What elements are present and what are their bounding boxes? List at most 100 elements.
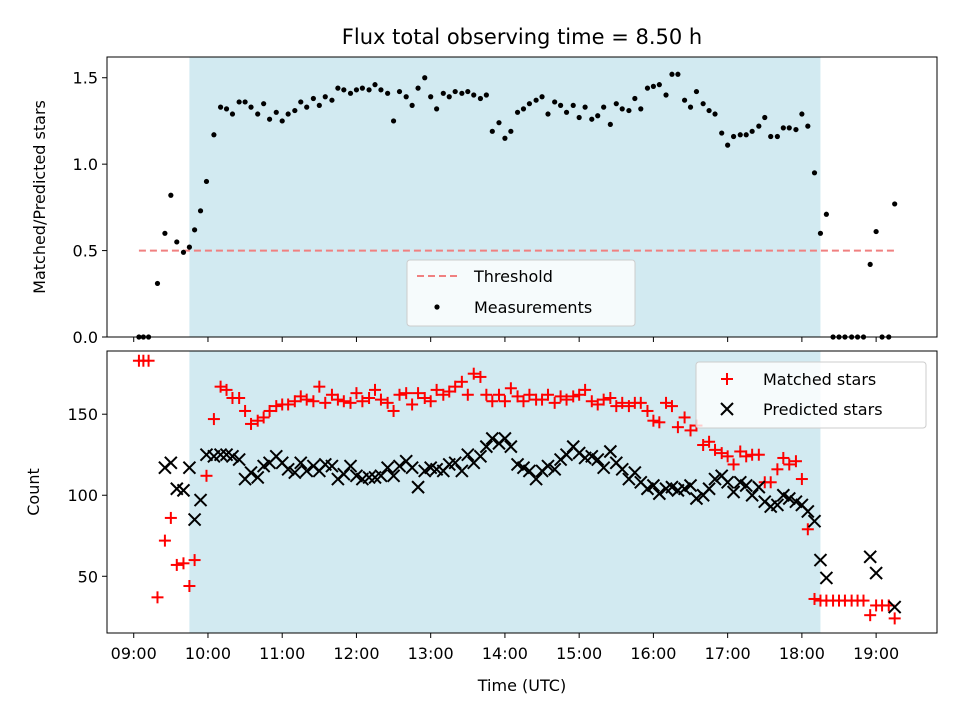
matched-star-point	[257, 411, 270, 424]
predicted-star-point	[708, 472, 722, 486]
predicted-star-point	[652, 486, 667, 501]
top-legend: Threshold Measurements	[406, 259, 636, 327]
measurement-point	[353, 87, 360, 93]
measurement-point	[700, 101, 706, 107]
predicted-star-point	[529, 472, 543, 486]
predicted-star-point	[596, 460, 611, 475]
predicted-star-point	[176, 483, 191, 498]
matched-star-point	[727, 458, 740, 471]
matched-star-point	[567, 390, 580, 403]
predicted-star-point	[770, 498, 785, 512]
predicted-star-point	[244, 465, 258, 480]
chart-title: Flux total observing time = 8.50 h	[342, 25, 702, 49]
measurement-point	[823, 211, 829, 217]
matched-star-point	[709, 443, 722, 456]
predicted-star-point	[807, 514, 822, 528]
measurement-point	[867, 261, 873, 268]
predicted-star-point	[164, 456, 178, 470]
matched-star-point	[808, 592, 821, 605]
predicted-star-point	[250, 470, 265, 485]
matched-star-point	[170, 558, 183, 571]
predicted-star-point	[281, 462, 295, 477]
measurement-point	[403, 94, 409, 100]
matched-star-point	[467, 367, 480, 380]
predicted-star-point	[646, 478, 661, 493]
measurement-point	[632, 95, 638, 102]
matched-star-point	[406, 398, 419, 411]
measurement-point	[489, 128, 495, 134]
measurement-point	[434, 106, 440, 112]
predicted-star-point	[232, 452, 246, 467]
measurement-point	[749, 128, 755, 134]
measurement-point	[310, 95, 316, 102]
matched-star-point	[474, 370, 487, 383]
predicted-star-point	[294, 456, 308, 470]
matched-star-point	[789, 455, 802, 468]
matched-star-point	[888, 612, 901, 625]
matched-star-point	[245, 417, 258, 430]
measurement-point	[706, 107, 712, 114]
matched-star-point	[678, 411, 691, 424]
measurement-point	[570, 102, 576, 108]
predicted-star-point	[522, 464, 537, 478]
predicted-star-point	[745, 488, 759, 502]
measurement-point	[197, 208, 204, 214]
measurement-point	[730, 133, 737, 140]
matched-star-point	[634, 396, 647, 409]
measurement-point	[261, 101, 267, 107]
predicted-star-point	[863, 550, 877, 564]
predicted-star-point	[392, 459, 407, 473]
predicted-star-point	[559, 448, 574, 462]
measurement-point	[725, 142, 731, 148]
measurement-point	[892, 201, 898, 207]
predicted-star-point	[337, 467, 351, 481]
measurement-point	[471, 92, 477, 98]
matched-star-point	[424, 395, 437, 408]
matched-star-point	[795, 473, 808, 486]
matched-star-point	[492, 388, 505, 401]
measurement-point	[558, 102, 564, 108]
measurement-point	[298, 99, 304, 105]
matched-star-point	[319, 396, 332, 409]
top-y-tick-label: 1.5	[73, 69, 98, 88]
matched-star-point	[517, 395, 530, 408]
measurement-point	[873, 228, 879, 235]
matched-star-point	[393, 388, 406, 401]
measurement-point	[669, 71, 675, 77]
matched-star-point	[864, 609, 877, 622]
measurement-point	[385, 90, 391, 96]
matched-star-point	[647, 414, 660, 427]
predicted-star-point	[702, 482, 716, 496]
matched-star-point	[151, 591, 164, 604]
x-tick-label: 19:00	[853, 644, 899, 663]
matched-star-point	[498, 395, 511, 408]
predicted-star-point	[887, 600, 902, 614]
measurement-point	[762, 114, 768, 121]
predicted-star-point	[325, 459, 339, 473]
predicted-star-point	[547, 462, 562, 477]
measurement-point	[248, 104, 254, 110]
matched-star-point	[777, 451, 790, 464]
measurement-point	[186, 244, 193, 250]
predicted-star-point	[455, 464, 469, 478]
matched-star-point	[616, 396, 629, 409]
predicted-star-point	[343, 459, 358, 473]
measurement-point	[799, 111, 805, 117]
matched-star-point	[455, 375, 468, 388]
matched-star-point	[207, 413, 220, 426]
measurement-point	[285, 111, 291, 117]
bottom-legend-box	[695, 361, 927, 429]
measurement-point	[428, 94, 434, 100]
measurement-point	[359, 85, 365, 91]
matched-star-point	[220, 383, 233, 396]
measurement-point	[589, 116, 595, 122]
matched-star-point	[239, 404, 252, 417]
measurement-point	[372, 82, 378, 88]
measurement-point	[459, 90, 465, 96]
x-tick-label: 13:00	[408, 644, 454, 663]
measurement-point	[576, 114, 582, 121]
measurement-point	[452, 88, 458, 95]
measurement-point	[626, 107, 632, 114]
predicted-star-point	[591, 452, 605, 467]
predicted-star-point	[541, 459, 555, 473]
